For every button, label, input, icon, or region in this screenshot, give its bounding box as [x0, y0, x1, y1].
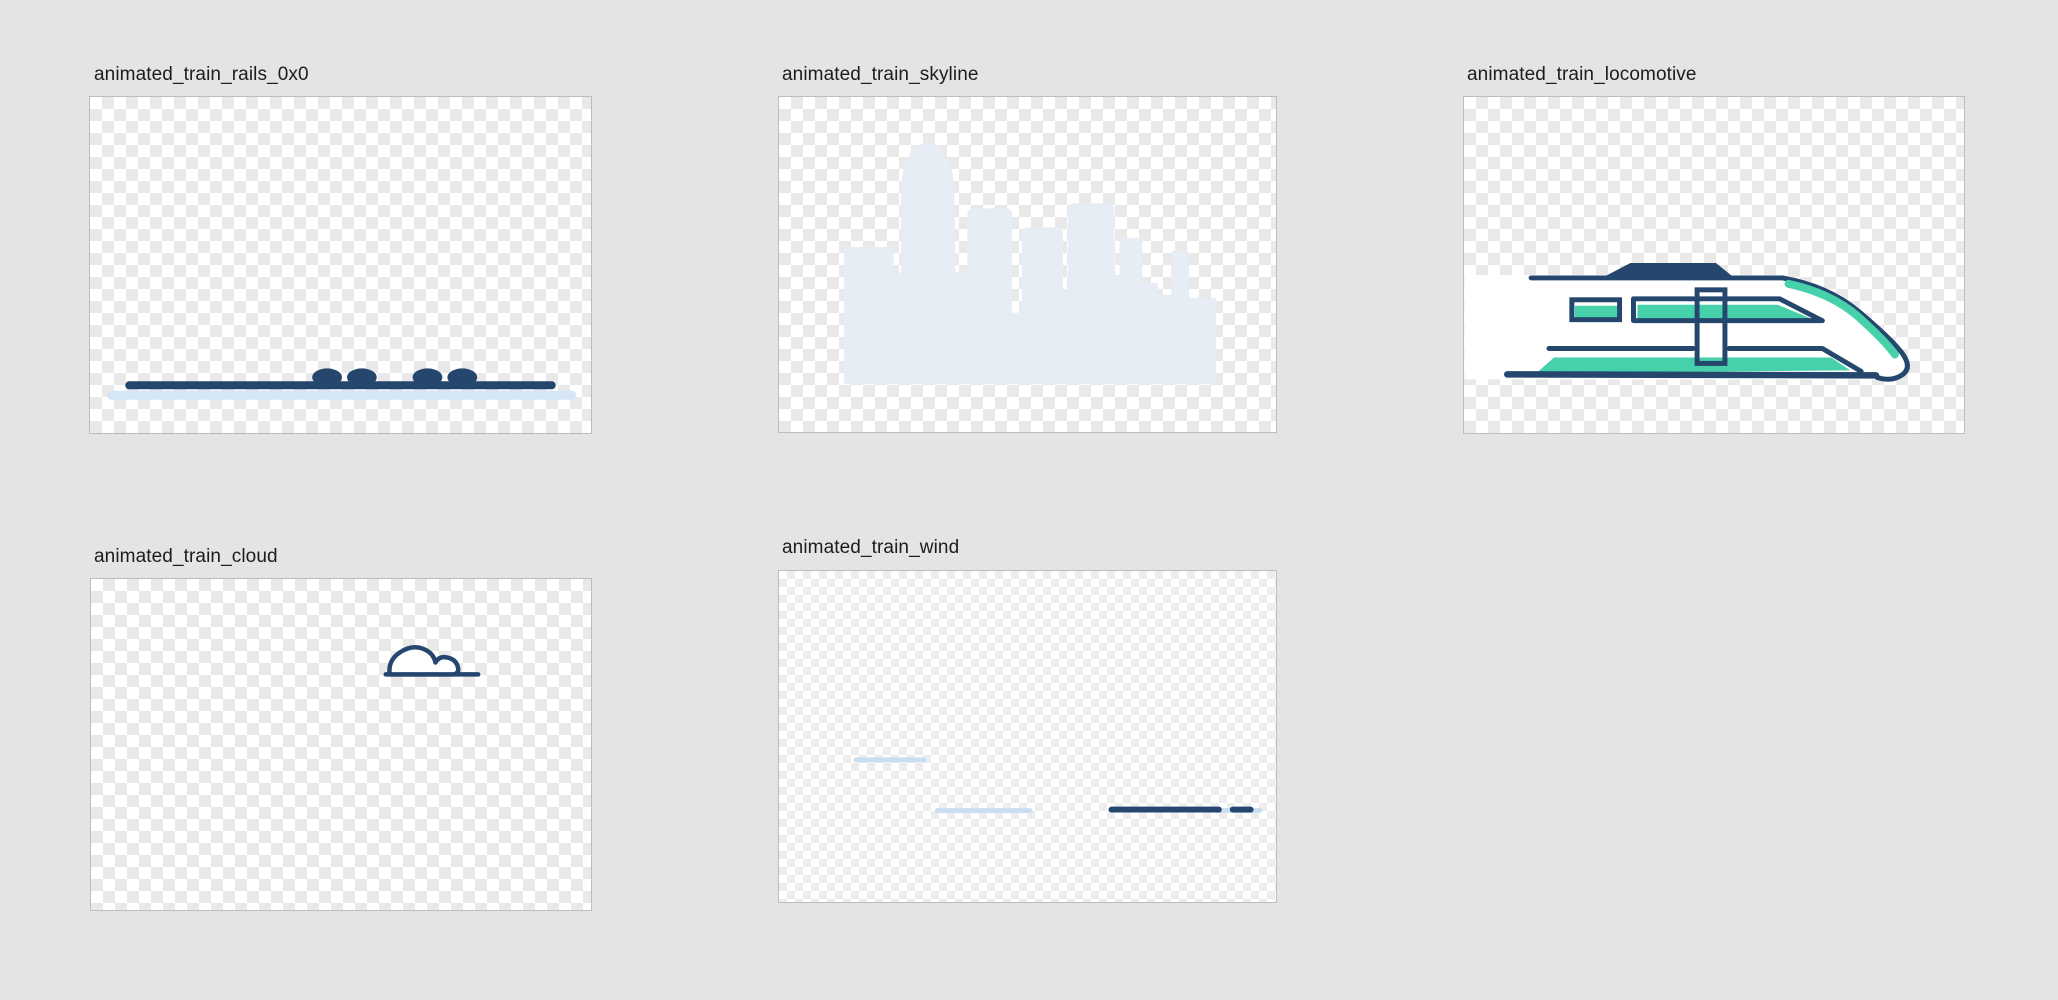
asset-tile-locomotive[interactable]: [1463, 96, 1965, 434]
cloud-graphic: [383, 645, 481, 677]
asset-label-skyline[interactable]: animated_train_skyline: [782, 64, 979, 85]
asset-label-cloud[interactable]: animated_train_cloud: [94, 546, 278, 567]
train-skirt-band: [1536, 357, 1851, 374]
locomotive-graphic: [1464, 263, 1910, 382]
train-door: [1694, 287, 1728, 366]
asset-tile-cloud[interactable]: [90, 578, 592, 911]
cloud-puff: [387, 645, 461, 677]
train-nose-streak: [1784, 279, 1899, 359]
train-window-small-glass: [1574, 305, 1618, 320]
asset-tile-wind[interactable]: [778, 570, 1277, 903]
train-window-strip-frame: [1630, 296, 1825, 324]
train-bottom-line: [1503, 371, 1880, 379]
wind-lines-graphic: [853, 757, 1263, 814]
train-window-small-frame: [1569, 297, 1623, 323]
train-roof: [1605, 263, 1732, 276]
train-mid-line-right: [1726, 346, 1864, 374]
asset-label-locomotive[interactable]: animated_train_locomotive: [1467, 64, 1697, 85]
asset-tile-skyline[interactable]: [778, 96, 1277, 433]
asset-tile-rails[interactable]: [89, 96, 592, 434]
asset-label-wind[interactable]: animated_train_wind: [782, 537, 960, 558]
skyline-silhouette: [844, 141, 1216, 385]
asset-label-rails[interactable]: animated_train_rails_0x0: [94, 64, 309, 85]
train-outline: [1528, 275, 1910, 382]
skyline-graphic: [844, 141, 1216, 385]
rails-graphic: [106, 368, 577, 400]
rails-sleeper-dots: [312, 368, 478, 387]
